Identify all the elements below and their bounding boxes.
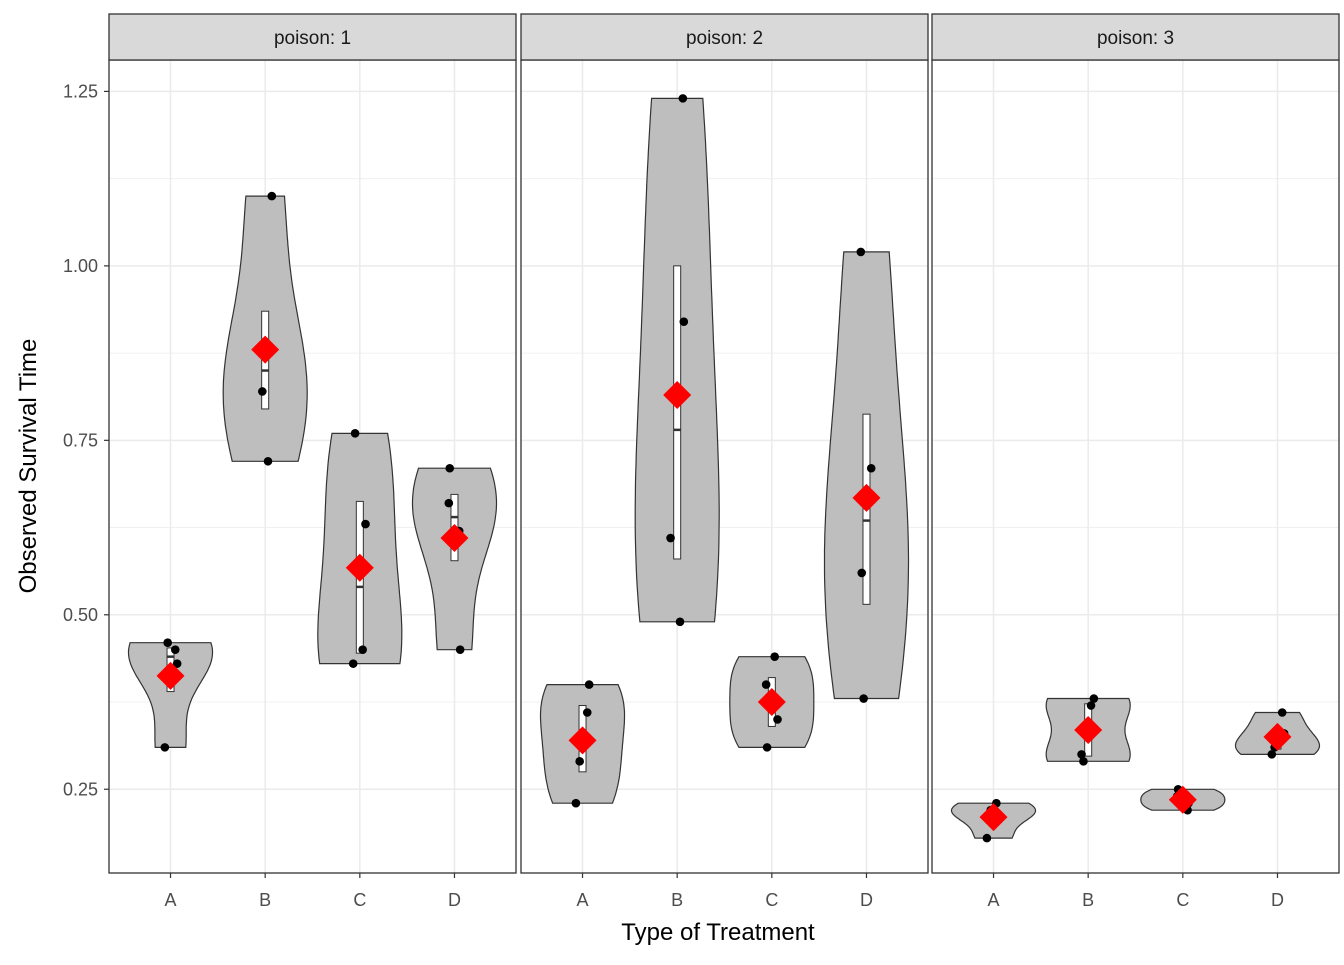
group-A (539, 680, 626, 808)
x-tick-label: A (988, 890, 1000, 910)
data-point (1079, 757, 1088, 766)
mean-marker (156, 661, 185, 690)
mean-marker (251, 335, 280, 364)
y-tick-label: 0.50 (63, 605, 98, 625)
x-tick-label: D (448, 890, 461, 910)
mean-marker (568, 726, 597, 755)
mean-marker (440, 524, 469, 553)
data-point (1267, 750, 1277, 759)
mean-marker (345, 553, 374, 582)
data-point (358, 645, 367, 654)
x-tick-label: A (165, 890, 177, 910)
mean-marker (979, 803, 1008, 832)
data-point (856, 247, 866, 257)
data-point (267, 191, 277, 201)
group-B (634, 94, 720, 627)
x-tick-label: B (1082, 890, 1094, 910)
x-axis-label: Type of Treatment (621, 919, 815, 946)
data-point (761, 680, 771, 689)
data-point (582, 708, 592, 717)
y-tick-label: 1.25 (63, 81, 98, 101)
data-point (982, 833, 992, 843)
data-point (1277, 708, 1287, 717)
data-point (348, 659, 358, 668)
group-C (1140, 784, 1226, 815)
x-tick-label: D (860, 890, 873, 910)
data-point (361, 519, 370, 529)
group-C (729, 652, 815, 752)
box-iqr (673, 265, 682, 560)
data-point (679, 317, 689, 326)
data-point (1086, 701, 1096, 710)
data-point (859, 694, 868, 703)
data-point (584, 680, 594, 689)
y-tick-label: 0.25 (63, 779, 98, 799)
data-point (445, 463, 455, 473)
group-B (222, 191, 308, 466)
data-point (575, 757, 584, 766)
data-point (678, 94, 688, 103)
facet-strip-label: poison: 1 (274, 28, 351, 49)
mean-marker (663, 380, 692, 409)
facet-strip-label: poison: 2 (686, 28, 763, 49)
data-point (770, 652, 779, 661)
facet-panel-1: poison: 1 A B C D (108, 13, 517, 910)
violin-shape (127, 642, 214, 748)
mean-marker (1263, 722, 1292, 751)
mean-marker (1168, 785, 1197, 814)
data-point (170, 645, 180, 654)
data-point (172, 659, 182, 668)
facet-panel-3: poison: 3 A B C D (931, 13, 1340, 910)
group-D (823, 247, 910, 703)
mean-marker (1074, 715, 1103, 744)
data-point (857, 568, 867, 578)
facet-strip (520, 13, 929, 61)
data-point (263, 456, 273, 466)
data-point (773, 715, 782, 724)
data-point (1089, 694, 1099, 703)
x-tick-label: C (1176, 890, 1189, 910)
x-tick-label: C (765, 890, 778, 910)
y-tick-label: 0.75 (63, 430, 98, 450)
mean-marker (757, 688, 786, 717)
x-tick-label: B (671, 890, 683, 910)
mean-marker (852, 483, 881, 512)
data-point (444, 498, 454, 508)
x-tick-label: B (259, 890, 271, 910)
group-D (411, 463, 498, 654)
x-tick-label: C (353, 890, 366, 910)
group-D (1234, 708, 1321, 759)
data-point (571, 798, 581, 808)
data-point (675, 617, 685, 627)
data-point (455, 645, 465, 654)
facet-strip (108, 13, 517, 61)
x-tick-label: D (1271, 890, 1284, 910)
data-point (163, 638, 172, 648)
data-point (866, 463, 876, 473)
data-point (258, 387, 267, 396)
y-axis-label: Observed Survival Time (15, 339, 42, 594)
data-point (1077, 750, 1086, 759)
y-tick-label: 1.00 (63, 256, 98, 276)
data-point (762, 743, 772, 752)
group-A (127, 638, 214, 752)
group-B (1045, 694, 1131, 766)
y-axis: 0.25 0.50 0.75 1.00 1.25 (63, 81, 109, 799)
facet-strip (931, 13, 1340, 61)
data-point (350, 429, 360, 438)
group-A (950, 798, 1037, 843)
group-C (317, 429, 403, 668)
facet-panel-2: poison: 2 A B C D (520, 13, 929, 910)
data-point (666, 533, 675, 543)
x-tick-label: A (577, 890, 589, 910)
data-point (160, 743, 170, 752)
facet-strip-label: poison: 3 (1097, 28, 1174, 49)
